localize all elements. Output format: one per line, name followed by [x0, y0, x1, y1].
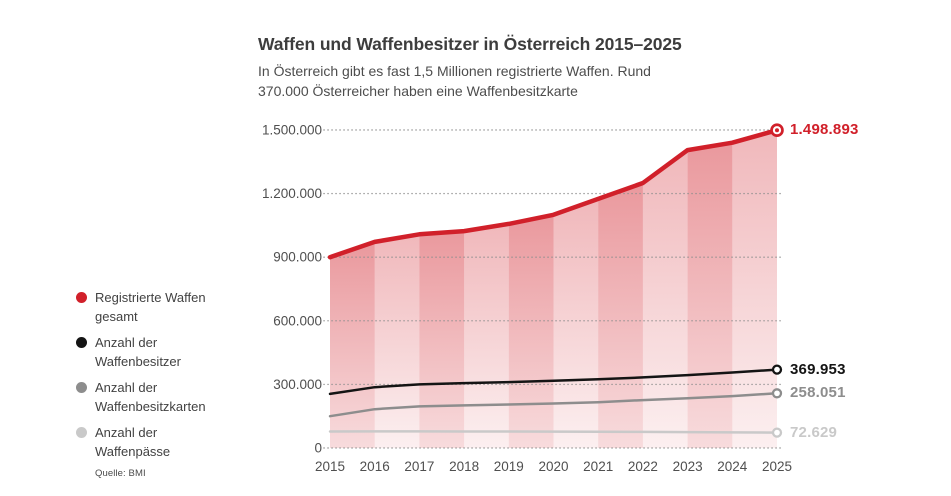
legend-label-line1: Anzahl der [95, 425, 158, 440]
value-label-waffenbesitzkarten: 258.051 [790, 384, 846, 402]
legend-label-line1: Anzahl der [95, 335, 158, 350]
line-chart-svg: 1.500.000 1.200.000 900.000 600.000 300.000 0… [262, 123, 792, 475]
chart-subtitle-line1: In Österreich gibt es fast 1,5 Millionen… [258, 63, 651, 79]
legend-label-line2: Waffenpässe [95, 444, 171, 459]
x-tick-labels: 2015 2016 2017 2018 2019 2020 2021 2022 2023 2024… [315, 459, 792, 474]
legend-dot-red-icon [76, 292, 87, 303]
svg-text:2016: 2016 [360, 459, 390, 474]
svg-text:2019: 2019 [494, 459, 524, 474]
svg-text:300.000: 300.000 [273, 377, 322, 392]
legend-dot-lightgray-icon [76, 427, 87, 438]
svg-text:2021: 2021 [583, 459, 613, 474]
legend-label-line2: Waffenbesitzer [95, 354, 181, 369]
legend-item-registrierte-waffen: Registrierte Waffen gesamt [76, 288, 251, 326]
legend-label-line1: Anzahl der [95, 380, 158, 395]
svg-text:2025: 2025 [762, 459, 792, 474]
value-label-registrierte-waffen: 1.498.893 [790, 121, 859, 139]
svg-text:2022: 2022 [628, 459, 658, 474]
end-markers [770, 123, 784, 438]
svg-text:2020: 2020 [538, 459, 568, 474]
y-tick-labels: 1.500.000 1.200.000 900.000 600.000 300.000 0 [262, 123, 322, 456]
legend-label-line2: Waffenbesitzkarten [95, 399, 206, 414]
chart-header: Waffen und Waffenbesitzer in Österreich … [258, 34, 818, 101]
svg-text:2024: 2024 [717, 459, 748, 474]
legend-dot-gray-icon [76, 382, 87, 393]
svg-text:2023: 2023 [673, 459, 703, 474]
chart-title: Waffen und Waffenbesitzer in Österreich … [258, 34, 682, 54]
svg-text:1.500.000: 1.500.000 [262, 123, 322, 138]
series-lines [327, 127, 780, 434]
legend-label-line2: gesamt [95, 309, 138, 324]
svg-text:1.200.000: 1.200.000 [262, 186, 322, 201]
value-label-waffenbesitzer: 369.953 [790, 360, 846, 378]
svg-text:2017: 2017 [404, 459, 434, 474]
legend-dot-black-icon [76, 337, 87, 348]
chart-subtitle-line2: 370.000 Österreicher haben eine Waffenbe… [258, 83, 578, 99]
source-label: Quelle: BMI [95, 468, 146, 479]
svg-text:2018: 2018 [449, 459, 479, 474]
svg-text:600.000: 600.000 [273, 313, 322, 328]
legend-item-waffenbesitzer: Anzahl der Waffenbesitzer [76, 333, 251, 371]
svg-text:900.000: 900.000 [273, 250, 322, 265]
legend-item-waffenpaesse: Anzahl der Waffenpässe [76, 423, 251, 461]
legend: Registrierte Waffen gesamt Anzahl der Waff… [76, 288, 251, 479]
svg-text:0: 0 [314, 441, 322, 456]
legend-label-line1: Registrierte Waffen [95, 290, 206, 305]
value-label-waffenpaesse: 72.629 [790, 423, 838, 441]
legend-item-waffenbesitzkarten: Anzahl der Waffenbesitzkarten [76, 378, 251, 416]
svg-text:2015: 2015 [315, 459, 345, 474]
chart-subtitle: In Österreich gibt es fast 1,5 Millionen… [258, 61, 818, 101]
